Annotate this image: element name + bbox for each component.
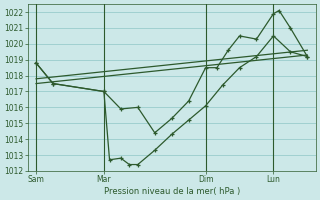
X-axis label: Pression niveau de la mer( hPa ): Pression niveau de la mer( hPa ) xyxy=(104,187,240,196)
